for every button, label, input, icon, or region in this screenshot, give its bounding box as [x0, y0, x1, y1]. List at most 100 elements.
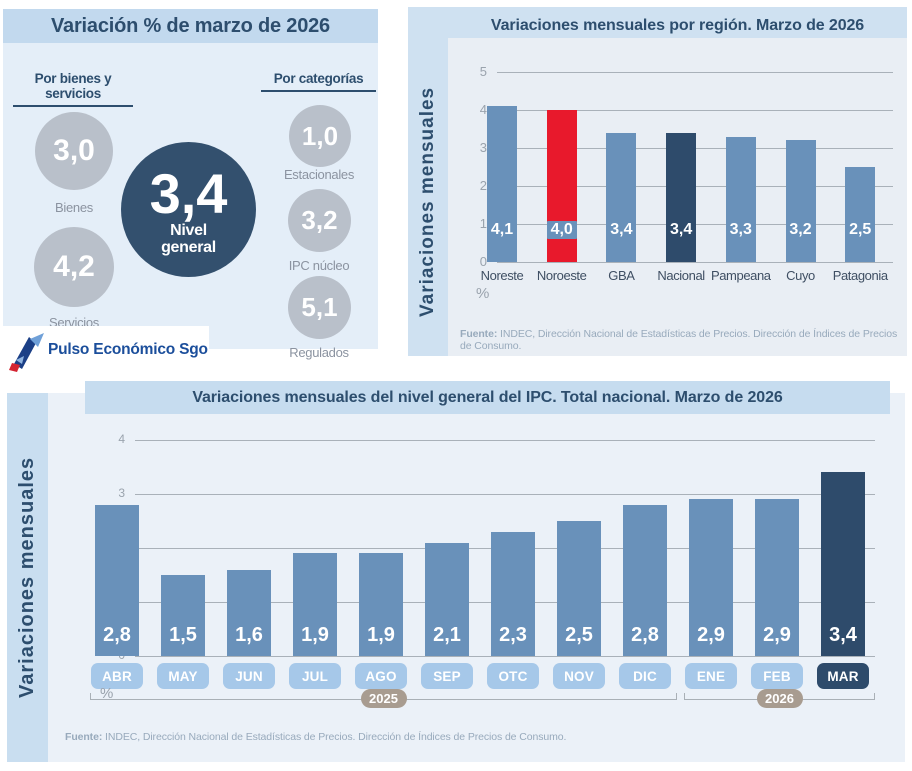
bar-value-text: 1,9	[301, 624, 329, 646]
goods-services-heading: Por bienes y servicios	[13, 71, 133, 107]
bar-value-text: 3,4	[829, 624, 857, 646]
pulse-arrow-logo-icon	[9, 333, 44, 372]
bar-value-Nacional: 3,4	[651, 221, 711, 239]
bar-value-OTC: 2,3	[480, 624, 546, 647]
y-tick-4: 4	[479, 102, 487, 117]
month-pill-FEB: FEB	[751, 663, 803, 689]
month-pill-ENE: ENE	[685, 663, 737, 689]
national-chart-title-band: Variaciones mensuales del nivel general …	[85, 381, 890, 414]
month-pill-NOV: NOV	[553, 663, 605, 689]
month-pill-MAR: MAR	[817, 663, 869, 689]
region-chart-source-note: Fuente: INDEC, Dirección Nacional de Est…	[460, 328, 900, 352]
bar-value-text: 4,0	[546, 221, 577, 239]
bienes-label: Bienes	[55, 200, 93, 215]
logo-text: Pulso Económico Sgo	[48, 341, 208, 358]
category-label-Cuyo: Cuyo	[786, 268, 815, 283]
bar-value-text: 3,4	[669, 221, 693, 238]
month-pill-JUN: JUN	[223, 663, 275, 689]
ipc-nucleo-value: 3,2	[301, 205, 338, 235]
category-label-Noreste: Noreste	[480, 268, 524, 283]
servicios-value-circle: 4,2	[34, 227, 114, 307]
month-pill-AGO: AGO	[355, 663, 407, 689]
categories-heading: Por categorías	[261, 71, 376, 92]
bar-value-JUL: 1,9	[282, 624, 348, 647]
nivel-general-label-line2: general	[161, 238, 216, 256]
bar-MAR	[821, 472, 865, 656]
bar-value-text: 1,5	[169, 624, 197, 646]
estacionales-value: 1,0	[301, 120, 339, 151]
bar-Pampeana	[725, 136, 756, 262]
estacionales-value-circle: 1,0	[289, 105, 351, 167]
bar-value-ABR: 2,8	[84, 624, 150, 647]
summary-panel: Variación % de marzo de 2026 Por bienes …	[3, 9, 378, 360]
bar-value-JUN: 1,6	[216, 624, 282, 647]
bar-OTC	[491, 531, 535, 656]
gridline-y0	[135, 656, 875, 657]
y-tick-2: 2	[479, 178, 487, 193]
month-pill-ABR: ABR	[91, 663, 143, 689]
gridline-y4	[497, 110, 893, 111]
summary-title-band: Variación % de marzo de 2026	[3, 9, 378, 43]
source-prefix: Fuente:	[65, 731, 103, 743]
national-chart-y-axis-label: Variaciones mensuales	[16, 456, 38, 699]
region-chart: 0 1 2 3 4 5 4,1 4,0 3,4 3,4 3,3 3,2 2,5 Noreste Noroes…	[448, 38, 907, 356]
bar-DIC	[623, 504, 667, 656]
servicios-value: 4,2	[53, 250, 95, 283]
y-tick-3: 3	[118, 486, 125, 500]
bar-value-text: 1,9	[367, 624, 395, 646]
y-tick-0: 0	[479, 254, 487, 269]
bar-value-text: 2,9	[763, 624, 791, 646]
bar-value-text: 2,3	[499, 624, 527, 646]
bar-value-Pampeana: 3,3	[711, 221, 771, 239]
region-chart-percent-label: %	[476, 285, 490, 302]
bar-ABR	[95, 504, 139, 656]
bar-value-text: 3,4	[610, 221, 633, 238]
gridline-y5	[497, 72, 893, 73]
summary-title: Variación % de marzo de 2026	[51, 14, 330, 37]
bar-value-text: 2,8	[103, 624, 131, 646]
region-chart-plot-area: 0 1 2 3 4 5 4,1 4,0 3,4 3,4 3,3 3,2 2,5 Noreste Noroes…	[448, 38, 907, 356]
bar-value-text: 2,5	[849, 221, 872, 238]
bar-value-MAR: 3,4	[810, 624, 876, 647]
bar-Patagonia	[845, 167, 876, 262]
bar-value-text: 3,2	[789, 221, 812, 238]
national-chart-plot-area: 012342,81,51,61,91,92,12,32,52,82,92,93,…	[48, 393, 905, 762]
region-chart-y-axis-label: Variaciones mensuales	[417, 86, 438, 318]
bienes-value: 3,0	[53, 134, 95, 167]
bar-value-text: 2,1	[433, 624, 461, 646]
source-text: INDEC, Dirección Nacional de Estadística…	[460, 328, 898, 352]
bar-ENE	[689, 499, 733, 656]
bar-JUN	[227, 569, 271, 656]
ipc-nucleo-value-circle: 3,2	[288, 189, 351, 252]
bar-value-Cuyo: 3,2	[771, 221, 831, 239]
gridline-y3	[135, 494, 875, 495]
bar-value-ENE: 2,9	[678, 624, 744, 647]
source-prefix: Fuente:	[460, 328, 498, 340]
month-pill-DIC: DIC	[619, 663, 671, 689]
y-tick-5: 5	[479, 64, 487, 79]
category-label-Pampeana: Pampeana	[710, 268, 771, 283]
bar-value-text: 2,8	[631, 624, 659, 646]
category-label-Patagonia: Patagonia	[832, 268, 888, 283]
bar-value-Patagonia: 2,5	[830, 221, 890, 239]
category-label-Nacional: Nacional	[657, 268, 705, 283]
nivel-general-label-line1: Nivel	[170, 221, 207, 239]
bar-Noroeste	[546, 110, 577, 262]
y-tick-4: 4	[118, 432, 125, 446]
bar-NOV	[557, 521, 601, 656]
y-tick-3: 3	[479, 140, 487, 155]
bar-value-Noroeste: 4,0	[532, 221, 592, 239]
bar-value-FEB: 2,9	[744, 624, 810, 647]
national-chart-y-axis-strip: Variaciones mensuales	[7, 393, 48, 762]
bar-JUL	[293, 553, 337, 656]
month-pill-MAY: MAY	[157, 663, 209, 689]
year-pill-2026: 2026	[756, 689, 803, 708]
bar-Cuyo	[785, 140, 816, 262]
bar-value-Noreste: 4,1	[472, 221, 532, 239]
bar-Noreste	[487, 106, 517, 262]
bar-value-text: 3,3	[729, 221, 752, 238]
logo-strip: Pulso Económico Sgo	[0, 326, 209, 375]
month-pill-SEP: SEP	[421, 663, 473, 689]
region-chart-panel: Variaciones mensuales por región. Marzo …	[408, 7, 907, 356]
